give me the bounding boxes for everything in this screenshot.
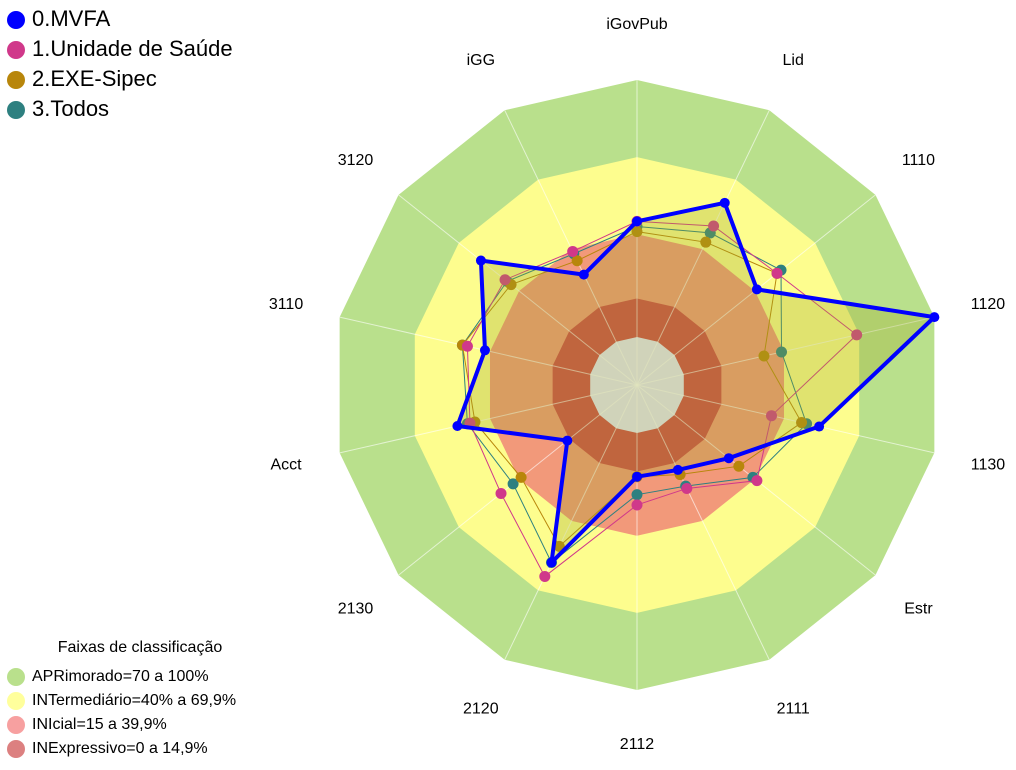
data-point — [539, 570, 551, 582]
data-point — [758, 350, 770, 362]
axis-label: Acct — [270, 456, 302, 473]
legend-label: INExpressivo=0 a 14,9% — [32, 740, 208, 757]
data-point — [578, 269, 589, 280]
axis-label: Estr — [904, 601, 933, 618]
axis-label: Lid — [783, 52, 804, 69]
data-point — [708, 220, 720, 232]
data-point — [495, 487, 507, 499]
data-point — [771, 267, 783, 279]
axis-label: 3110 — [269, 296, 304, 313]
data-point — [672, 464, 683, 475]
axis-label: 1110 — [902, 152, 935, 169]
data-point — [632, 216, 642, 227]
data-point — [796, 417, 808, 429]
data-point — [851, 329, 863, 341]
axis-label: 2112 — [620, 736, 655, 753]
data-point — [461, 340, 473, 352]
data-point — [479, 345, 490, 356]
data-point — [814, 421, 825, 432]
data-point — [700, 236, 712, 248]
axis-label: 1120 — [971, 296, 1006, 313]
data-point — [515, 471, 527, 483]
data-point — [631, 489, 643, 501]
legend-label: INTermediário=40% a 69,9% — [32, 692, 236, 709]
legend-marker — [7, 692, 25, 710]
legend-label: APRimorado=70 a 100% — [32, 668, 209, 685]
data-point — [546, 557, 557, 568]
legend-label: 0.MVFA — [32, 6, 111, 31]
data-point — [765, 410, 777, 422]
legend-label: 3.Todos — [32, 96, 109, 121]
spoke — [398, 194, 638, 386]
axis-label: iGG — [467, 52, 495, 69]
axis-label: 2130 — [338, 601, 374, 618]
data-point — [631, 499, 643, 511]
data-point — [723, 453, 734, 464]
spoke — [504, 384, 638, 661]
legend-label: 2.EXE-Sipec — [32, 66, 157, 91]
spoke — [339, 384, 638, 454]
data-point — [571, 255, 583, 267]
axis-label: 2120 — [463, 701, 499, 718]
data-point — [562, 435, 573, 446]
axis-label: 1130 — [971, 456, 1006, 473]
data-point — [632, 471, 642, 482]
axis-label: 3120 — [338, 152, 374, 169]
data-point — [507, 478, 519, 490]
data-point — [553, 540, 565, 552]
data-point — [751, 284, 762, 295]
data-point — [681, 482, 693, 494]
data-point — [776, 346, 788, 358]
legend-marker — [7, 11, 25, 29]
spoke — [636, 109, 770, 386]
axis-label: iGovPub — [606, 16, 667, 33]
legend-marker — [7, 71, 25, 89]
legend-marker — [7, 740, 25, 758]
axis-label: 2111 — [777, 701, 810, 718]
bands-legend-title: Faixas de classificação — [58, 639, 223, 656]
spoke — [636, 384, 770, 661]
legend-marker — [7, 101, 25, 119]
data-point — [499, 274, 511, 286]
data-point — [751, 475, 763, 487]
legend-marker — [7, 41, 25, 59]
legend-marker — [7, 668, 25, 686]
data-point — [475, 255, 486, 266]
spoke — [636, 384, 935, 454]
data-point — [719, 197, 730, 208]
data-point — [567, 245, 579, 257]
data-point — [929, 312, 940, 323]
legend-label: INIcial=15 a 39,9% — [32, 716, 167, 733]
legend-label: 1.Unidade de Saúde — [32, 36, 233, 61]
data-point — [631, 226, 643, 238]
legend-marker — [7, 716, 25, 734]
data-point — [733, 460, 745, 472]
data-point — [452, 420, 463, 431]
